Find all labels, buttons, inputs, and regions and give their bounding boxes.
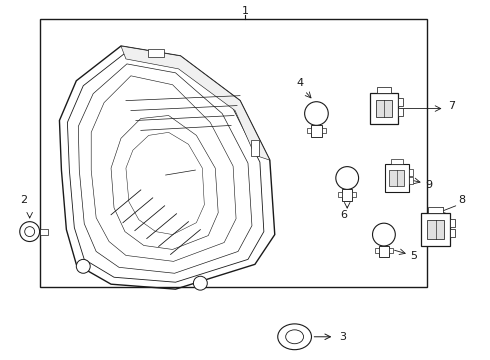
Text: 4: 4 [296, 78, 303, 88]
Circle shape [20, 222, 40, 242]
Bar [370, 93, 398, 125]
Circle shape [76, 260, 90, 273]
Bar [379, 246, 389, 257]
Bar [40, 19, 427, 287]
Text: 1: 1 [242, 6, 248, 16]
Polygon shape [121, 46, 270, 160]
Bar [375, 100, 392, 117]
Bar [409, 169, 414, 176]
Bar [377, 87, 391, 93]
Text: 9: 9 [426, 180, 433, 190]
Bar [385, 164, 409, 192]
Text: 5: 5 [410, 251, 417, 261]
Bar [307, 128, 311, 133]
Text: 8: 8 [458, 195, 466, 205]
Bar [427, 220, 444, 239]
Circle shape [372, 223, 395, 246]
Text: 7: 7 [448, 100, 456, 111]
Bar [375, 248, 379, 253]
Bar [421, 213, 450, 246]
Ellipse shape [286, 330, 303, 344]
Circle shape [305, 102, 328, 125]
Text: 3: 3 [339, 332, 346, 342]
Bar [321, 128, 326, 133]
Text: 2: 2 [20, 195, 27, 205]
Circle shape [194, 276, 207, 290]
Bar [450, 229, 455, 237]
Circle shape [24, 227, 35, 237]
Bar [450, 219, 455, 227]
Bar [398, 108, 403, 116]
Bar [391, 159, 403, 164]
Bar [352, 192, 356, 197]
Bar [148, 49, 164, 57]
Circle shape [336, 167, 359, 189]
Text: 6: 6 [341, 210, 348, 220]
Bar [343, 189, 352, 201]
Bar [389, 248, 393, 253]
Bar [428, 207, 443, 213]
Bar [338, 192, 343, 197]
Ellipse shape [278, 324, 312, 350]
Bar [40, 229, 48, 235]
Bar [398, 98, 403, 106]
Bar [251, 140, 259, 156]
Bar [409, 177, 414, 184]
Bar [390, 170, 404, 186]
Bar [311, 125, 321, 137]
